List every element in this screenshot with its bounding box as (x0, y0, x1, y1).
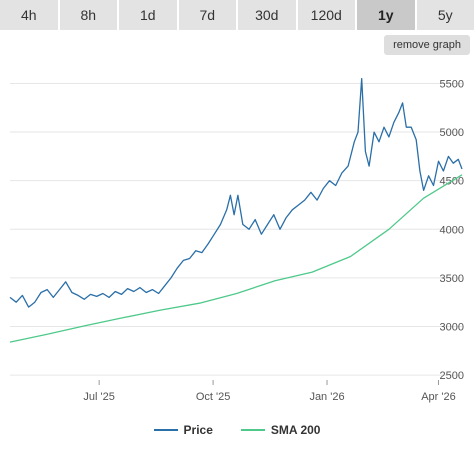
x-tick-label-2: Jan '26 (309, 391, 344, 403)
tab-4h[interactable]: 4h (0, 0, 58, 30)
tab-8h[interactable]: 8h (59, 0, 117, 30)
y-tick-label-3500: 3500 (440, 273, 464, 285)
y-tick-label-3000: 3000 (440, 322, 464, 334)
tab-5y[interactable]: 5y (416, 0, 474, 30)
legend-price-label: Price (183, 423, 213, 437)
chart-legend: Price SMA 200 (0, 420, 474, 440)
y-tick-label-2500: 2500 (440, 370, 464, 382)
tab-7d[interactable]: 7d (178, 0, 236, 30)
price-line (9, 77, 463, 308)
x-tick-label-1: Oct '25 (196, 391, 231, 403)
tab-1y[interactable]: 1y (357, 0, 415, 30)
x-tick-label-3: Apr '26 (421, 391, 456, 403)
sma-200-line (9, 174, 463, 343)
y-tick-label-5500: 5500 (440, 78, 464, 90)
legend-sma-swatch (240, 429, 265, 431)
tab-30d[interactable]: 30d (238, 0, 296, 30)
x-tick-label-0: Jul '25 (83, 391, 114, 403)
legend-sma[interactable]: SMA 200 (240, 423, 321, 437)
legend-price[interactable]: Price (153, 423, 213, 437)
tab-120d[interactable]: 120d (297, 0, 355, 30)
legend-sma-label: SMA 200 (270, 423, 321, 437)
legend-price-swatch (153, 429, 178, 431)
y-tick-label-5000: 5000 (440, 127, 464, 139)
timeframe-tabs: 4h 8h 1d 7d 30d 120d 1y 5y (0, 0, 474, 30)
remove-graph-button[interactable]: remove graph (384, 35, 470, 55)
y-tick-label-4000: 4000 (440, 224, 464, 236)
tab-1d[interactable]: 1d (119, 0, 177, 30)
